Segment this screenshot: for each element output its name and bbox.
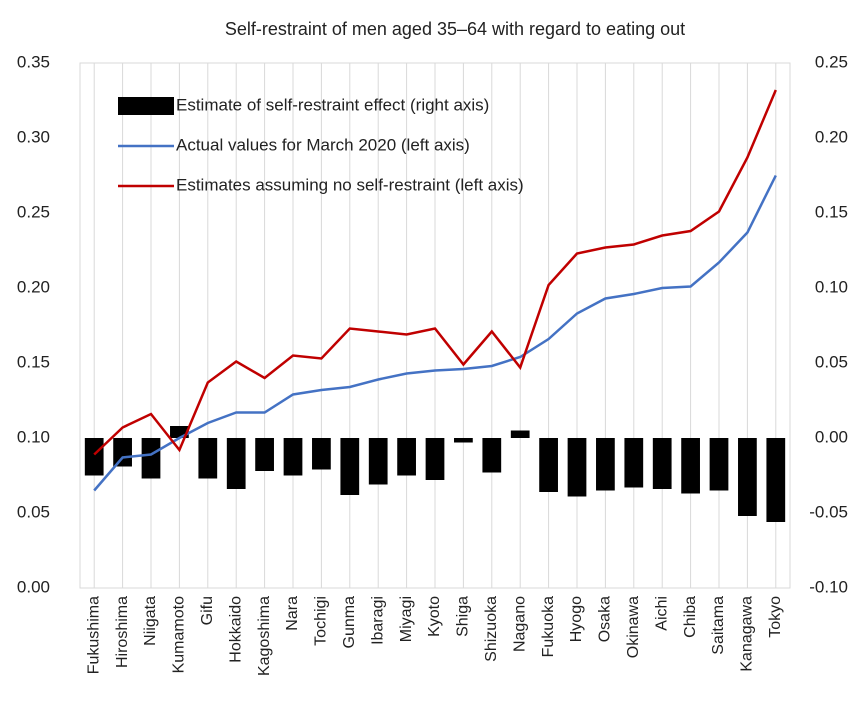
x-tick-label: Miyagi [398, 596, 415, 642]
bar [482, 438, 502, 473]
x-tick-label: Gifu [199, 596, 216, 625]
x-tick-label: Tochigi [313, 596, 330, 646]
line [93, 174, 777, 492]
x-tick-label: Osaka [597, 596, 614, 642]
bar [312, 438, 331, 470]
y2-tick-label: -0.05 [809, 502, 848, 521]
bar [226, 438, 246, 489]
x-tick-label: Fukuoka [540, 596, 557, 657]
bar [368, 438, 388, 485]
y-tick-label: 0.00 [17, 577, 50, 596]
bar [283, 438, 303, 476]
bar [567, 438, 587, 497]
x-tick-label: Shiga [455, 596, 472, 637]
bar [539, 438, 558, 492]
bar [425, 438, 445, 480]
bar [255, 438, 274, 471]
x-tick-label: Fukushima [85, 596, 102, 674]
y2-tick-label: 0.20 [815, 127, 848, 146]
x-tick-label: Kanagawa [739, 596, 756, 672]
bar [454, 438, 473, 443]
plot-frame [79, 62, 791, 589]
x-tick-label: Nara [284, 596, 301, 631]
y2-tick-label: -0.10 [809, 577, 848, 596]
x-tick-label: Kumamoto [171, 596, 188, 673]
legend-label: Actual values for March 2020 (left axis) [176, 135, 470, 154]
y-tick-label: 0.35 [17, 52, 50, 71]
x-tick-label: Chiba [682, 596, 699, 638]
bar [624, 438, 644, 488]
x-tick-label: Shizuoka [483, 596, 500, 662]
y-tick-label: 0.30 [17, 127, 50, 146]
x-tick-label: Niigata [142, 596, 159, 646]
bar [652, 438, 672, 489]
x-tick-label: Ibaragi [369, 596, 386, 645]
legend-label: Estimates assuming no self-restraint (le… [176, 175, 524, 194]
x-tick-label: Gunma [341, 596, 358, 649]
x-tick-label: Okinawa [625, 596, 642, 658]
x-tick-label: Aichi [653, 596, 670, 631]
x-tick-label: Nagano [511, 596, 528, 652]
bar [738, 438, 757, 516]
y2-tick-label: 0.10 [815, 277, 848, 296]
x-tick-label: Kyoto [426, 596, 443, 637]
x-tick-label: Saitama [710, 596, 727, 655]
y-tick-label: 0.25 [17, 202, 50, 221]
bar [510, 430, 530, 438]
legend-label: Estimate of self-restraint effect (right… [176, 95, 489, 114]
bar [709, 438, 729, 491]
x-tick-label: Hyogo [568, 596, 585, 642]
bar [198, 438, 218, 479]
x-tick-label: Hiroshima [114, 596, 131, 668]
x-tick-label: Kagoshima [256, 596, 273, 676]
y-tick-label: 0.10 [17, 427, 50, 446]
line [93, 89, 777, 456]
bar [596, 438, 615, 491]
bar [397, 438, 416, 476]
y2-tick-label: 0.25 [815, 52, 848, 71]
bar [141, 438, 161, 479]
y2-tick-label: 0.15 [815, 202, 848, 221]
bar [681, 438, 700, 494]
legend-swatch [118, 97, 174, 115]
y2-tick-label: 0.05 [815, 352, 848, 371]
y-tick-label: 0.20 [17, 277, 50, 296]
y-tick-label: 0.05 [17, 502, 50, 521]
y2-tick-label: 0.00 [815, 427, 848, 446]
chart-title: Self-restraint of men aged 35–64 with re… [225, 19, 685, 39]
bar [766, 438, 786, 522]
y-tick-label: 0.15 [17, 352, 50, 371]
bar [84, 438, 104, 476]
x-tick-label: Tokyo [767, 596, 784, 638]
bar [113, 438, 132, 467]
x-tick-label: Hokkaido [227, 596, 244, 663]
bar [340, 438, 360, 495]
